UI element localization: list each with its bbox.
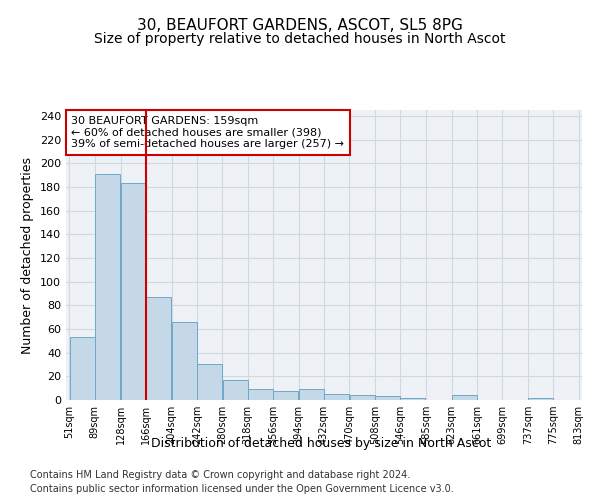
- Text: 30 BEAUFORT GARDENS: 159sqm
← 60% of detached houses are smaller (398)
39% of se: 30 BEAUFORT GARDENS: 159sqm ← 60% of det…: [71, 116, 344, 149]
- Text: Contains HM Land Registry data © Crown copyright and database right 2024.: Contains HM Land Registry data © Crown c…: [30, 470, 410, 480]
- Bar: [121, 184, 146, 400]
- Text: 30, BEAUFORT GARDENS, ASCOT, SL5 8PG: 30, BEAUFORT GARDENS, ASCOT, SL5 8PG: [137, 18, 463, 32]
- Bar: [197, 364, 222, 400]
- Bar: [223, 380, 248, 400]
- Y-axis label: Number of detached properties: Number of detached properties: [22, 156, 34, 354]
- Text: Contains public sector information licensed under the Open Government Licence v3: Contains public sector information licen…: [30, 484, 454, 494]
- Text: Distribution of detached houses by size in North Ascot: Distribution of detached houses by size …: [151, 438, 491, 450]
- Bar: [400, 398, 425, 400]
- Bar: [299, 390, 324, 400]
- Bar: [452, 396, 477, 400]
- Bar: [146, 297, 172, 400]
- Bar: [274, 390, 298, 400]
- Bar: [528, 398, 553, 400]
- Bar: [95, 174, 120, 400]
- Bar: [248, 390, 273, 400]
- Bar: [70, 338, 95, 400]
- Bar: [350, 396, 374, 400]
- Text: Size of property relative to detached houses in North Ascot: Size of property relative to detached ho…: [94, 32, 506, 46]
- Bar: [375, 396, 400, 400]
- Bar: [324, 394, 349, 400]
- Bar: [172, 322, 197, 400]
